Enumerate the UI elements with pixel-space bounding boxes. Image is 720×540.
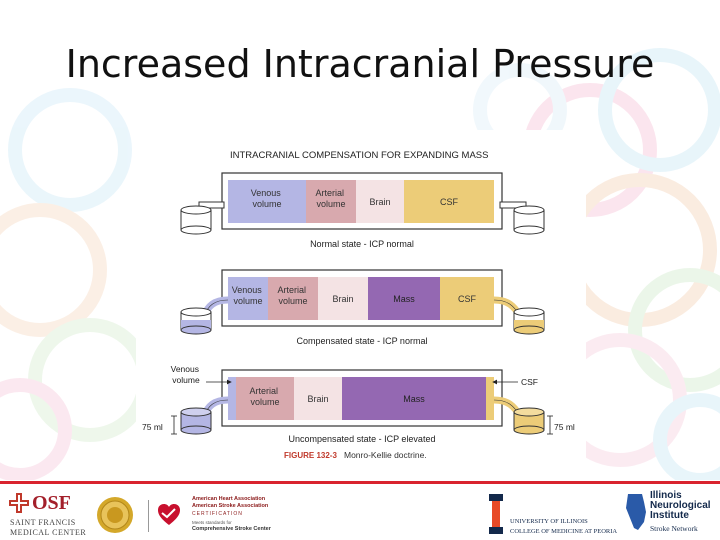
state-compensated: Venous volume Arterial volume Brain Mass…: [180, 269, 545, 346]
label-arterial-3: Arterial volume: [249, 386, 280, 407]
aha-line-1: American Heart Association: [192, 496, 266, 502]
compartment-csf: [404, 180, 494, 223]
osf-name-1: SAINT FRANCIS: [10, 518, 76, 527]
compartment-arterial: [306, 180, 356, 223]
compartment-brain-3: [294, 377, 342, 420]
illinois-i-icon: [489, 494, 503, 534]
monro-kellie-figure: INTRACRANIAL COMPENSATION FOR EXPANDING …: [136, 130, 586, 465]
footer-logos: OSF SAINT FRANCIS MEDICAL CENTER America…: [0, 484, 720, 540]
figure-heading: INTRACRANIAL COMPENSATION FOR EXPANDING …: [230, 150, 488, 161]
compartment-mass-2: [368, 277, 440, 320]
label-csf-2: CSF: [458, 294, 477, 304]
osf-emblem-icon: [9, 493, 29, 513]
caption-compensated: Compensated state - ICP normal: [297, 336, 428, 346]
aha-line-4: Meets standards for: [192, 520, 232, 525]
label-venous-2: Venous volume: [232, 285, 265, 306]
volume-left: 75 ml: [142, 422, 163, 432]
label-csf-1: CSF: [440, 197, 459, 207]
state-normal: Venous volume Arterial volume Brain CSF …: [180, 172, 545, 249]
cylinder-right: [513, 205, 545, 235]
compartment-csf-3: [486, 377, 494, 420]
university-illinois-logo: UNIVERSITY OF ILLINOIS COLLEGE OF MEDICI…: [488, 490, 623, 538]
compartment-arterial-3: [236, 377, 294, 420]
osf-name-2: MEDICAL CENTER: [10, 528, 87, 537]
compartment-arterial-2: [268, 277, 318, 320]
compartment-mass-3: [342, 377, 486, 420]
osf-text: OSF: [32, 492, 71, 514]
aha-logo: American Heart Association American Stro…: [148, 494, 288, 538]
cylinder-left-3: [180, 407, 212, 435]
figure-svg: INTRACRANIAL COMPENSATION FOR EXPANDING …: [142, 150, 575, 460]
label-venous-1: Venous volume: [251, 188, 284, 209]
ui-line-2: COLLEGE OF MEDICINE AT PEORIA: [510, 528, 618, 535]
compartment-venous-3: [228, 377, 236, 420]
label-mass-2: Mass: [393, 294, 415, 304]
label-brain-3: Brain: [307, 394, 328, 404]
label-mass-3: Mass: [403, 394, 425, 404]
compartment-csf-2: [440, 277, 494, 320]
joint-commission-seal-icon: [97, 497, 133, 533]
compartment-brain: [356, 180, 404, 223]
page-title: Increased Intracranial Pressure: [65, 42, 655, 86]
ini-line-4: Stroke Network: [650, 524, 698, 533]
cylinder-right-2: [513, 307, 545, 335]
ini-line-2: Neurological: [650, 500, 711, 511]
illinois-state-icon: [626, 494, 646, 530]
side-label-csf: CSF: [521, 377, 538, 387]
compartment-brain-2: [318, 277, 368, 320]
cylinder-left: [180, 205, 212, 235]
state-uncompensated: Arterial volume Brain Mass Venous volume…: [142, 364, 575, 444]
osf-logo: OSF SAINT FRANCIS MEDICAL CENTER: [8, 492, 92, 537]
label-brain-2: Brain: [332, 294, 353, 304]
compartment-venous: [228, 180, 306, 223]
ini-line-1: Illinois: [650, 490, 682, 501]
label-brain-1: Brain: [369, 197, 390, 207]
cylinder-right-3: [513, 407, 545, 435]
label-arterial-1: Arterial volume: [315, 188, 346, 209]
figure-caption-label: FIGURE 132-3: [284, 451, 337, 460]
aha-line-5: Comprehensive Stroke Center: [192, 526, 271, 532]
figure-caption-text: Monro-Kellie doctrine.: [344, 450, 427, 460]
ui-line-1: UNIVERSITY OF ILLINOIS: [510, 518, 588, 525]
caption-uncompensated: Uncompensated state - ICP elevated: [289, 434, 436, 444]
cylinder-left-2: [180, 307, 212, 335]
aha-line-2: American Stroke Association: [192, 503, 269, 509]
label-arterial-2: Arterial volume: [277, 285, 308, 306]
ini-line-3: Institute: [650, 510, 689, 521]
aha-line-3: CERTIFICATION: [192, 511, 243, 517]
ini-logo: Illinois Neurological Institute Stroke N…: [624, 488, 718, 538]
heart-icon: [158, 504, 180, 525]
footer-divider: [0, 481, 720, 484]
side-label-venous: Venous volume: [171, 364, 202, 385]
compartment-venous-2: [228, 277, 268, 320]
volume-right: 75 ml: [554, 422, 575, 432]
caption-normal: Normal state - ICP normal: [310, 239, 414, 249]
